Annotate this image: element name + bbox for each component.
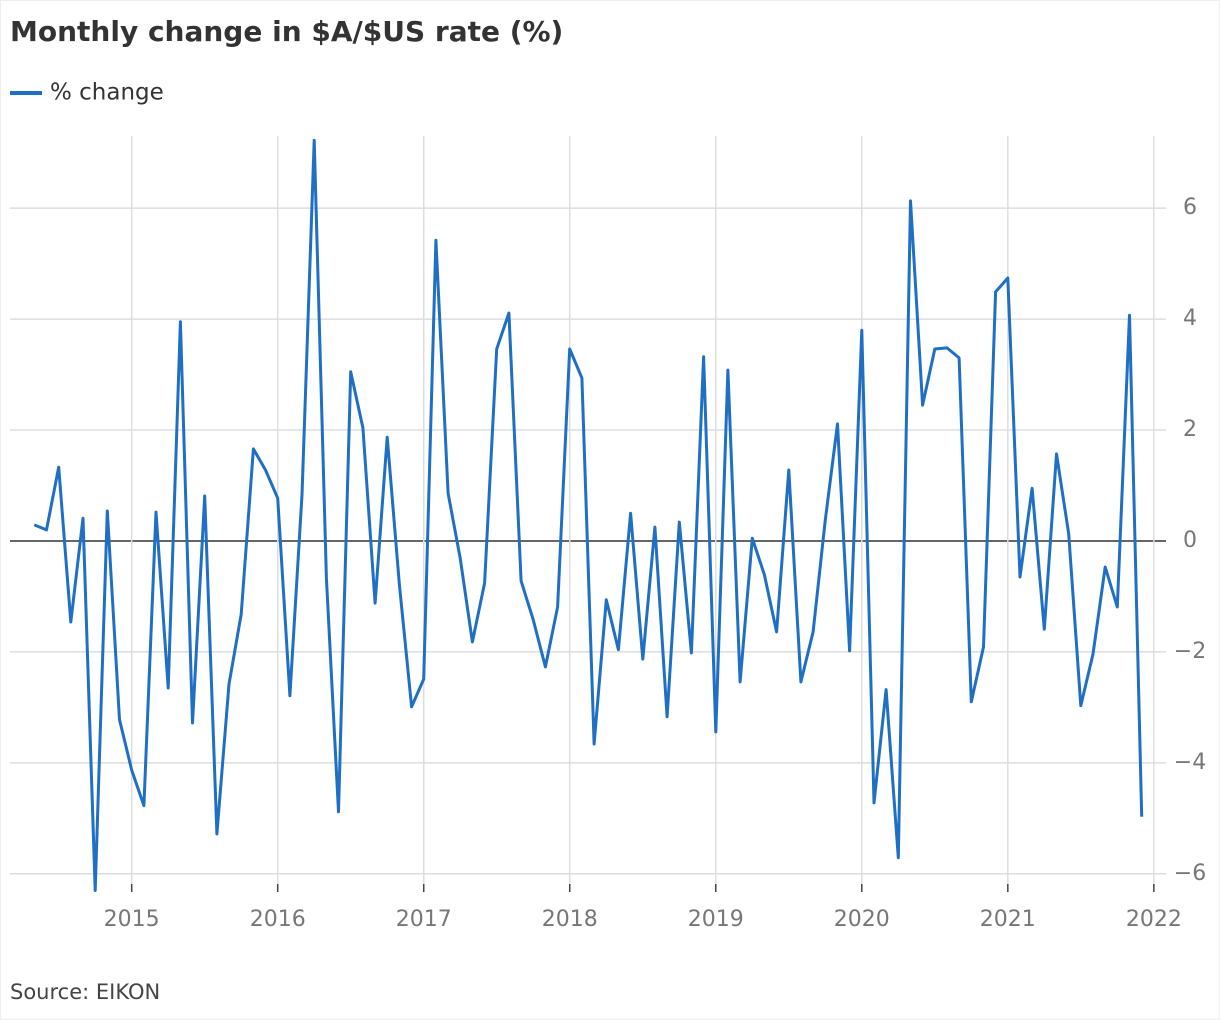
chart-title: Monthly change in $A/$US rate (%)	[10, 15, 563, 48]
x-tick-label: 2019	[688, 907, 744, 932]
y-tick-label: −4	[1174, 750, 1206, 775]
y-tick-label: 2	[1183, 417, 1197, 442]
y-tick-label: 4	[1183, 306, 1197, 331]
y-tick-label: 6	[1183, 195, 1197, 220]
x-tick-label: 2017	[396, 907, 452, 932]
x-tick-label: 2015	[104, 907, 160, 932]
y-tick-label: 0	[1183, 528, 1197, 553]
x-tick-label: 2021	[980, 907, 1036, 932]
y-tick-label: −6	[1174, 861, 1206, 886]
line-series	[33, 138, 1144, 892]
x-tick-label: 2020	[834, 907, 890, 932]
x-tick-label: 2018	[542, 907, 598, 932]
x-tick-label: 2022	[1126, 907, 1182, 932]
y-tick-label: −2	[1174, 639, 1206, 664]
x-tick-label: 2016	[250, 907, 306, 932]
legend-label: % change	[50, 80, 164, 106]
source: Source: EIKON	[10, 980, 160, 1004]
